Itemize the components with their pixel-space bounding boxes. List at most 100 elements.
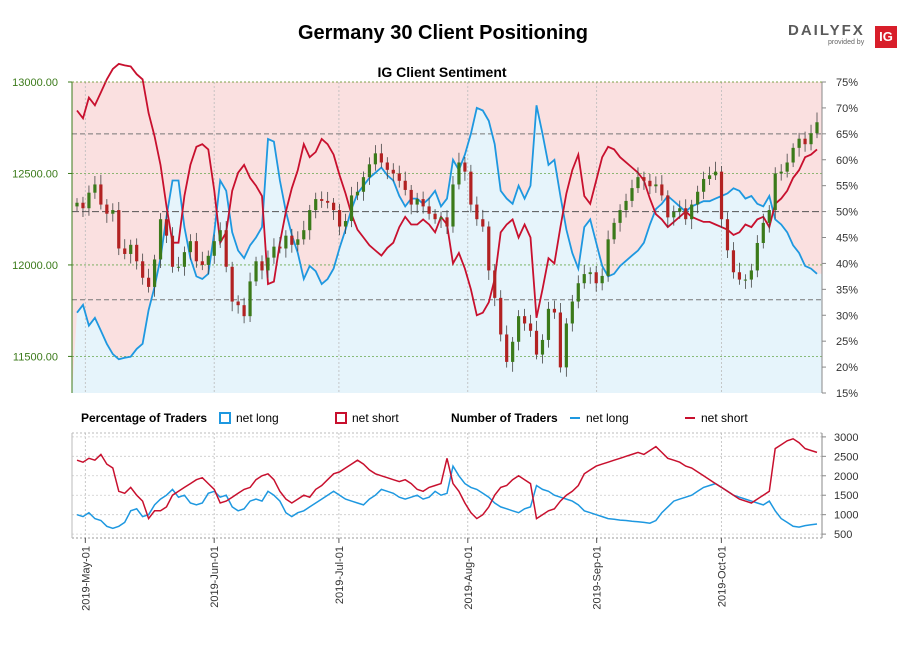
price-tick-label: 13000.00	[12, 77, 58, 89]
price-candle	[427, 206, 431, 214]
price-candle	[296, 239, 300, 245]
logo-provided-by: provided by	[828, 39, 865, 46]
legend-num-net-long: net long	[586, 411, 629, 425]
traders-tick-label: 1000	[834, 510, 858, 522]
net-long-percentage-line	[76, 105, 818, 361]
price-candle	[678, 208, 682, 212]
price-candle	[666, 195, 670, 218]
price-candle	[433, 213, 437, 220]
price-candle	[182, 252, 187, 267]
price-candle	[164, 219, 169, 236]
legend-pct-net-short: net short	[352, 411, 399, 425]
price-candle	[749, 270, 753, 280]
price-candle	[582, 274, 586, 284]
price-candle	[272, 246, 276, 258]
price-candle	[188, 241, 192, 253]
price-candle	[702, 178, 706, 192]
legend-num-net-short: net short	[701, 411, 748, 425]
price-candle	[421, 199, 425, 207]
main-panel-axes: 13000.00 12500.00 12000.00 11500.00 75% 70% 65…	[12, 77, 858, 400]
price-candle	[546, 308, 551, 340]
sentiment-tick-label: 50%	[836, 207, 858, 219]
price-candle	[355, 191, 360, 196]
price-candle	[415, 199, 419, 205]
price-candle	[343, 221, 348, 227]
price-candle	[248, 281, 252, 317]
x-tick-label: 2019-Aug-01	[463, 546, 475, 610]
price-candle	[618, 210, 622, 223]
x-axis: 2019-May-01 2019-Jun-01 2019-Jul-01 2019-Au…	[80, 538, 728, 611]
price-candle	[302, 230, 306, 240]
x-tick-label: 2019-Sep-01	[592, 546, 604, 610]
price-candle	[123, 248, 127, 254]
price-candle	[463, 162, 467, 172]
price-candle	[725, 219, 730, 251]
price-candle	[278, 246, 282, 249]
sentiment-tick-label: 60%	[836, 155, 858, 167]
chart-subtitle: IG Client Sentiment	[377, 64, 507, 80]
main-panel-background	[72, 82, 822, 394]
price-candle	[397, 173, 401, 181]
price-candle	[158, 219, 163, 260]
price-candle	[505, 334, 509, 362]
price-candle	[511, 341, 515, 362]
sentiment-tick-label: 25%	[836, 336, 858, 348]
legend-pct-net-long: net long	[236, 411, 279, 425]
price-candle	[588, 272, 592, 275]
price-candle	[660, 184, 664, 196]
price-candle	[260, 261, 264, 271]
price-candle	[469, 171, 473, 205]
price-candle	[761, 222, 765, 243]
price-candle	[212, 241, 216, 256]
price-candle	[552, 308, 557, 313]
x-tick-label: 2019-Oct-01	[716, 546, 728, 607]
price-candle	[487, 226, 491, 271]
price-candle	[481, 219, 485, 227]
price-candle	[391, 169, 395, 174]
sentiment-tick-label: 70%	[836, 103, 858, 115]
sentiment-tick-label: 35%	[836, 284, 858, 296]
price-candle	[290, 235, 294, 245]
price-candle	[337, 210, 342, 227]
price-candle	[105, 204, 109, 214]
price-candle	[439, 217, 443, 220]
price-candle	[696, 191, 700, 205]
traders-net-short-line	[76, 437, 818, 521]
price-candle	[767, 210, 771, 223]
price-candle	[809, 133, 813, 145]
price-candle	[349, 195, 354, 222]
price-candle	[707, 175, 712, 179]
traders-panel: 3000 2500 2000 1500 1000 500	[71, 432, 858, 541]
price-candle	[87, 192, 91, 209]
price-candle	[129, 244, 133, 254]
price-candle	[648, 180, 652, 187]
price-tick-label: 12000.00	[12, 260, 58, 272]
traders-tick-label: 1500	[834, 490, 858, 502]
price-candle	[522, 316, 527, 324]
price-candle	[475, 204, 479, 220]
sentiment-tick-label: 65%	[836, 129, 858, 141]
sentiment-tick-label: 20%	[836, 362, 858, 374]
x-tick-label: 2019-May-01	[80, 546, 92, 611]
price-candle	[642, 177, 646, 181]
price-candle	[326, 200, 330, 203]
price-candle	[361, 177, 366, 192]
legend-short-swatch	[335, 412, 347, 424]
price-candle	[445, 217, 449, 227]
price-candles-group	[75, 112, 819, 377]
traders-tick-label: 500	[834, 529, 852, 541]
price-candle	[206, 255, 210, 265]
price-candle	[499, 297, 503, 335]
sentiment-tick-label: 15%	[836, 388, 858, 400]
price-candle	[731, 250, 736, 273]
price-candle	[320, 199, 324, 201]
price-candle	[379, 153, 383, 163]
price-candle	[690, 204, 694, 220]
price-candle	[570, 301, 574, 324]
price-candle	[493, 270, 497, 298]
price-candle	[815, 122, 819, 134]
price-candle	[600, 275, 604, 284]
legend-long-swatch	[219, 412, 231, 424]
price-candle	[218, 230, 222, 242]
